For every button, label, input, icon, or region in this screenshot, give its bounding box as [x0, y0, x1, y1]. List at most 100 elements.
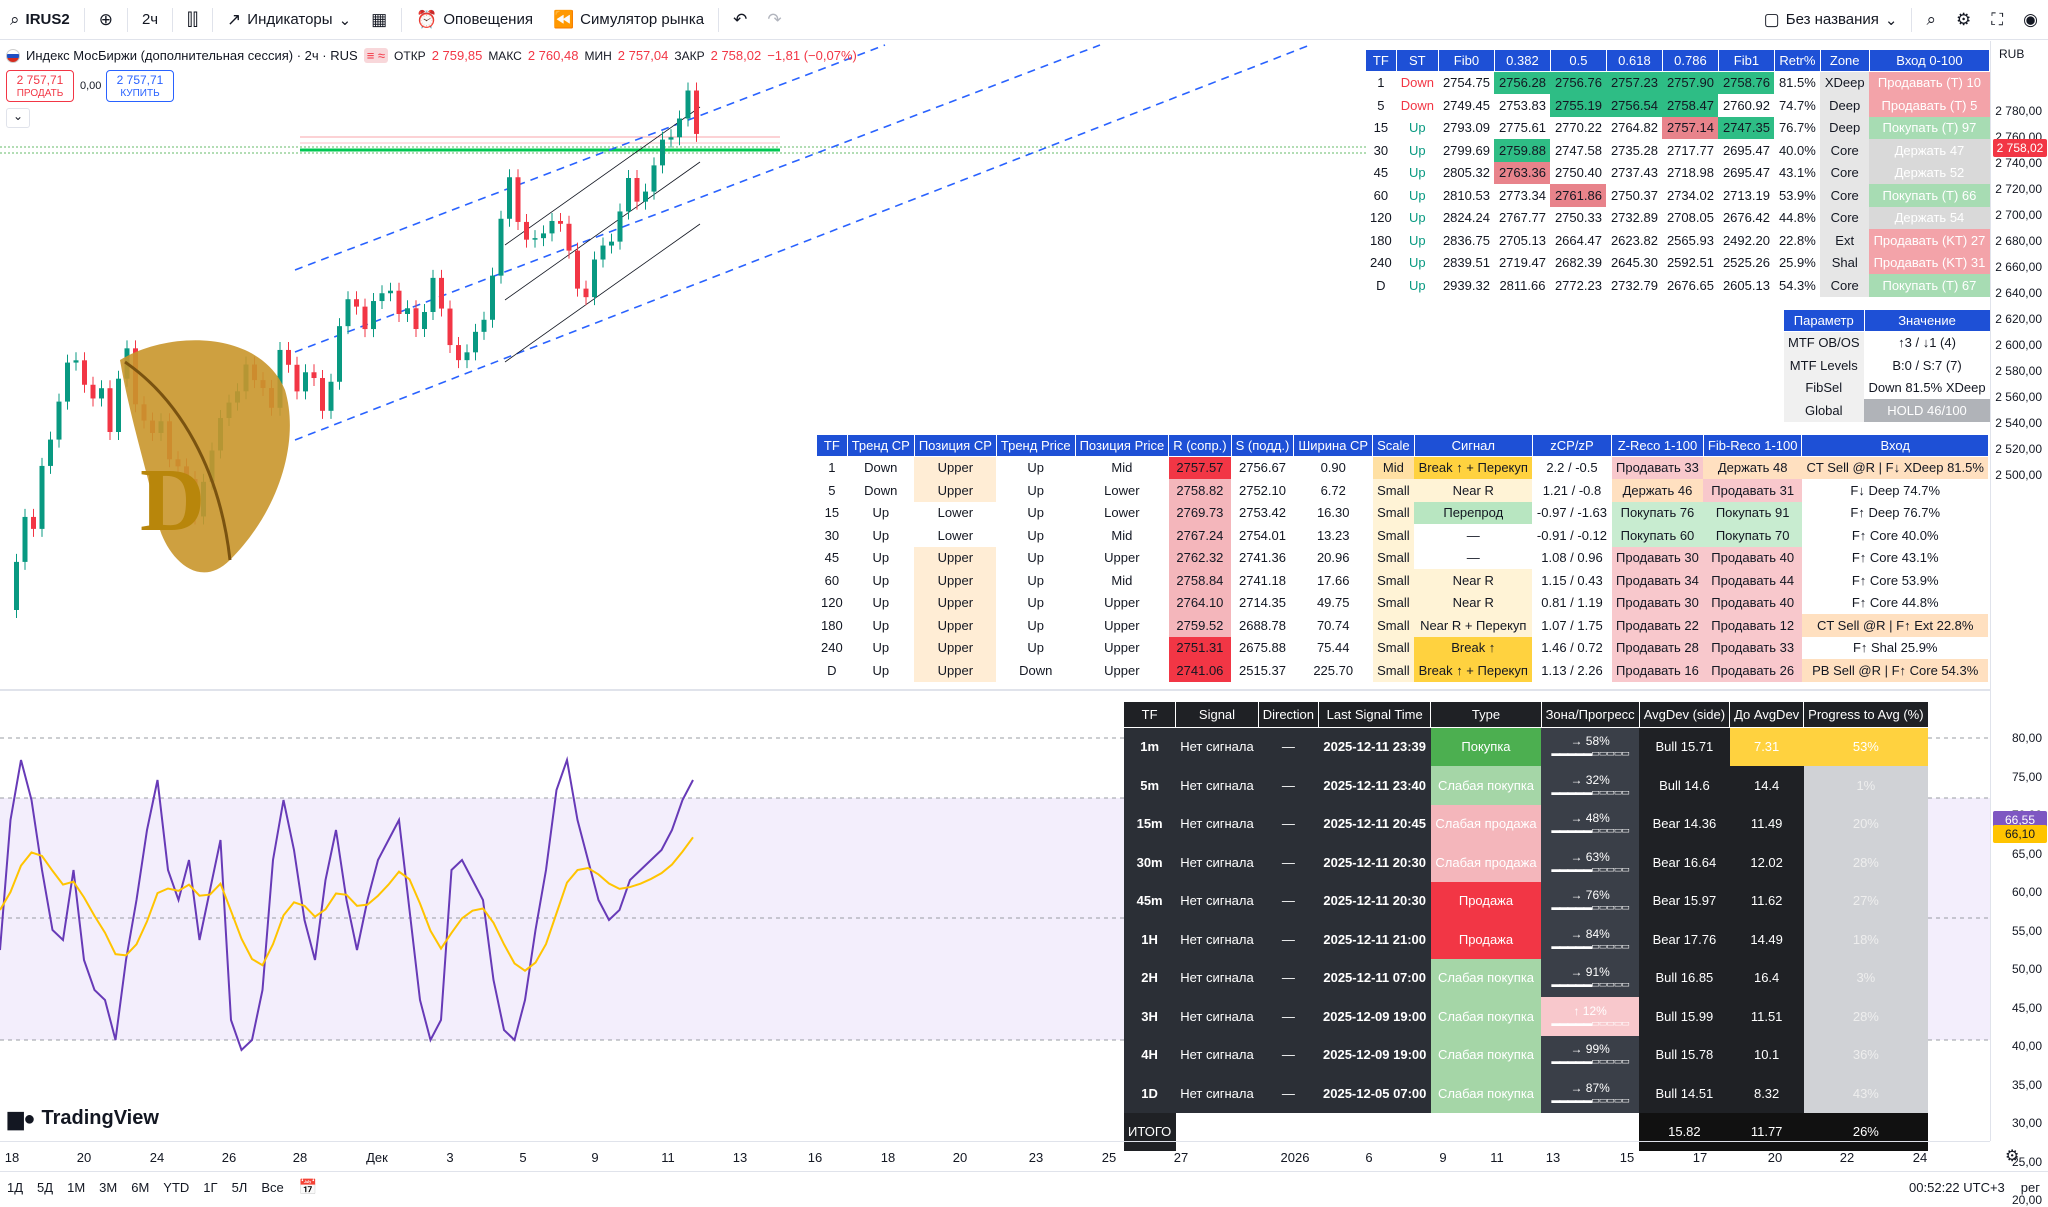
settings-button[interactable]: ⚙	[1946, 0, 1981, 40]
clock[interactable]: 00:52:22 UTC+3	[1909, 1179, 2005, 1195]
table-cell: 2719.47	[1494, 251, 1551, 274]
alerts-button[interactable]: ⏰ Оповещения	[406, 0, 543, 40]
table-cell: —	[1258, 843, 1319, 882]
table-cell: 2565.93	[1662, 229, 1719, 252]
range-button-8[interactable]: Все	[261, 1179, 284, 1195]
table-row: 30 Up 2799.69 2759.88 2747.58 2735.28 2717.77 2…	[1365, 139, 1990, 162]
symbol-legend[interactable]: Индекс МосБиржи (дополнительная сессия) …	[6, 48, 857, 63]
price-scale[interactable]: RUB 2 780,00 2 760,00 2 740,00 2 720,00 2 70…	[1990, 41, 2048, 1207]
candle-body	[626, 178, 631, 212]
candle-body	[116, 378, 121, 432]
visibility-icon[interactable]: ≡ ≈	[363, 48, 389, 63]
table-cell: 2H	[1123, 958, 1176, 997]
quick-search-button[interactable]: ⌕	[1916, 0, 1946, 40]
time-label: 26	[221, 1150, 237, 1165]
undo-button[interactable]: ↶	[723, 0, 757, 40]
table-cell: 2756.28	[1494, 71, 1551, 94]
candle-body	[685, 90, 691, 119]
range-button-2[interactable]: 1М	[67, 1179, 86, 1195]
zone-progress-label: → 91%	[1570, 965, 1610, 980]
time-label: 20	[1767, 1150, 1783, 1165]
table-cell: Bull 14.51	[1639, 1074, 1730, 1113]
snapshot-button[interactable]: ◉	[2013, 0, 2048, 40]
range-button-3[interactable]: 3М	[99, 1179, 118, 1195]
redo-button[interactable]: ↷	[757, 0, 791, 40]
table-cell: 28%	[1803, 997, 1929, 1036]
table-cell: Держать 52	[1869, 161, 1990, 184]
table-cell: Покупать 91	[1703, 501, 1802, 524]
table-cell: → 48% ▬▬▬▬▬▭▭▭▭▭	[1541, 804, 1640, 843]
header-cell: Scale	[1372, 434, 1415, 457]
range-button-1[interactable]: 5Д	[37, 1179, 54, 1195]
total-spacer	[1175, 1112, 1640, 1151]
brand-watermark[interactable]: ▆● TradingView	[8, 1106, 159, 1131]
range-button-5[interactable]: YTD	[163, 1179, 190, 1195]
table-cell: 2718.98	[1662, 161, 1719, 184]
table-cell: 2836.75	[1438, 229, 1495, 252]
settings-small-icon[interactable]: ⚙	[2005, 1148, 2020, 1165]
fullscreen-button[interactable]: ⛶	[1981, 0, 2013, 40]
table-cell: 2761.86	[1550, 184, 1607, 207]
header-cell: zCP/zP	[1531, 434, 1613, 457]
table-cell: -0.97 / -1.63	[1532, 501, 1612, 524]
table-cell: 180	[1365, 229, 1397, 252]
table-cell: Break ↑	[1414, 636, 1533, 659]
candle-body	[464, 352, 470, 361]
table-cell: 2592.51	[1662, 251, 1719, 274]
templates-button[interactable]: ▦	[361, 0, 397, 40]
table-cell: 45	[816, 546, 848, 569]
table-cell: 2757.14	[1662, 116, 1719, 139]
fullscreen-icon: ⛶	[1991, 9, 2004, 29]
chart-type-button[interactable]: ⫿⫿	[177, 0, 208, 40]
indicators-button[interactable]: ↗ Индикаторы ⌄	[217, 0, 361, 40]
candle-body	[413, 308, 419, 330]
replay-button[interactable]: ⏪ Симулятор рынка	[543, 0, 714, 40]
table-cell: —	[1258, 766, 1319, 805]
range-button-0[interactable]: 1Д	[7, 1179, 24, 1195]
table-cell: Upper	[914, 614, 997, 637]
zone-progress-bar: ▬▬▬▬▬▭▭▭▭▭	[1551, 825, 1630, 836]
layout-name: Без названия	[1785, 11, 1879, 28]
symbol-search[interactable]: ⌕ IRUS2	[0, 0, 80, 40]
time-label: 18	[880, 1150, 896, 1165]
sell-button[interactable]: 2 757,71 ПРОДАТЬ	[6, 70, 74, 102]
candle-body	[490, 275, 495, 320]
table-cell: 2756.67	[1231, 456, 1294, 479]
table-row: 2H Нет сигнала —2025-12-11 07:00 Слабая пок…	[1123, 958, 1929, 997]
table-cell: 70.74	[1293, 614, 1373, 637]
zone-progress-label: → 58%	[1570, 734, 1610, 749]
layout-button[interactable]: ▢ Без названия ⌄	[1754, 0, 1908, 40]
collapse-legend-button[interactable]: ⌄	[6, 108, 30, 128]
header-cell: Signal	[1175, 701, 1259, 728]
buy-button[interactable]: 2 757,71 КУПИТЬ	[106, 70, 174, 102]
compare-button[interactable]: ⊕	[89, 0, 123, 40]
table-row: 1D Нет сигнала —2025-12-05 07:00 Слабая пок…	[1123, 1074, 1929, 1113]
search-icon: ⌕	[10, 9, 20, 29]
table-cell: 1m	[1123, 727, 1176, 766]
scale-mode[interactable]: рег	[2020, 1179, 2040, 1195]
table-cell: Near R	[1414, 569, 1533, 592]
table-cell: Upper	[1075, 591, 1169, 614]
table-cell: Down	[847, 479, 915, 502]
interval-button[interactable]: 2ч	[132, 0, 168, 40]
table-cell: Нет сигнала	[1175, 997, 1259, 1036]
table-cell: Держать 54	[1869, 206, 1990, 229]
total-progress: 26%	[1803, 1112, 1929, 1151]
candle-body	[660, 139, 665, 166]
header-cell: Тренд CP	[846, 434, 915, 457]
table-cell: Small	[1372, 569, 1415, 592]
spread-value: 0,00	[80, 80, 102, 92]
range-button-6[interactable]: 1Г	[203, 1179, 218, 1195]
range-button-4[interactable]: 6М	[131, 1179, 150, 1195]
range-button-7[interactable]: 5Л	[231, 1179, 248, 1195]
calendar-icon[interactable]: 📅	[298, 1179, 318, 1196]
table-cell: 25.9%	[1774, 251, 1821, 274]
table-row: 5m Нет сигнала —2025-12-11 23:40 Слабая пок…	[1123, 766, 1929, 805]
zone-progress-bar: ▬▬▬▬▬▭▭▭▭▭	[1551, 902, 1630, 913]
time-label: 15	[1619, 1150, 1635, 1165]
table-cell: Small	[1372, 546, 1415, 569]
chevron-down-icon: ⌄	[1884, 11, 1898, 29]
time-axis[interactable]: 18 20 24 26 28 Дек 3 5 9 11 13 16 18 20 23 25 27 2026 6 9 11…	[0, 1141, 1990, 1171]
table-cell: Near R + Перекуп	[1414, 614, 1533, 637]
candle-body	[592, 259, 597, 298]
